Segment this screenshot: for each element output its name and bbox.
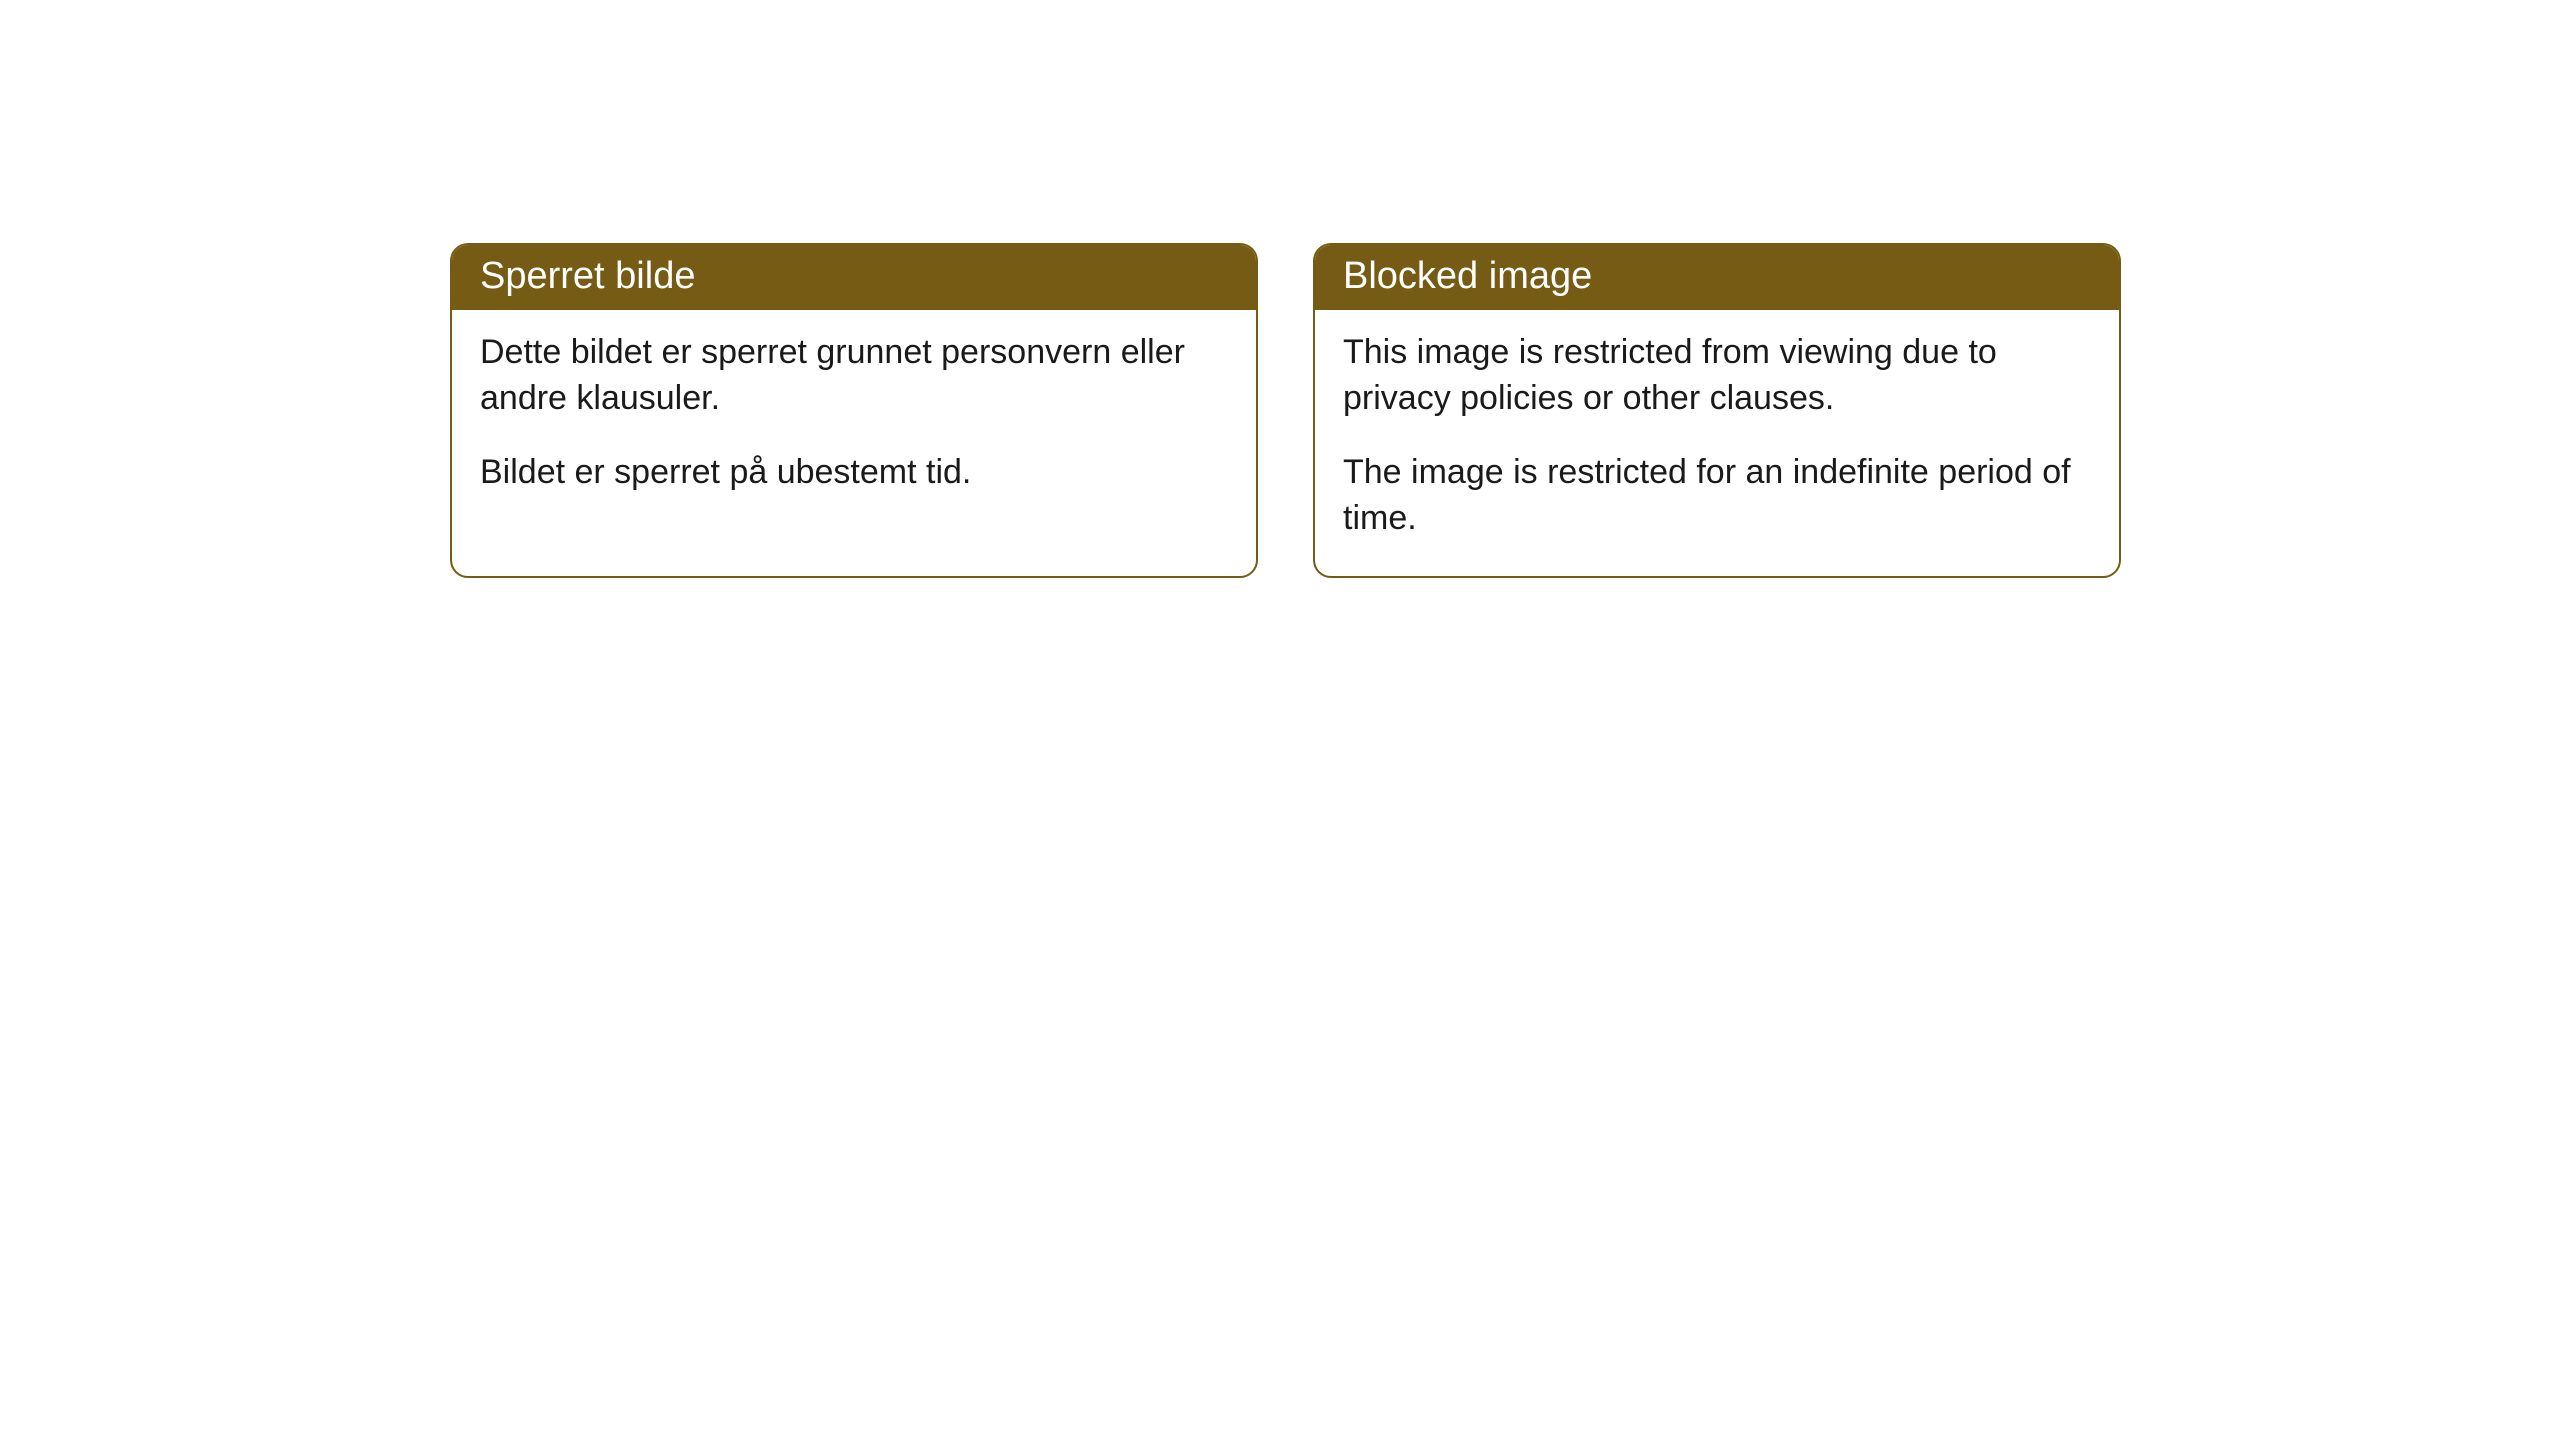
card-paragraph: This image is restricted from viewing du… (1343, 330, 2091, 422)
card-title: Sperret bilde (480, 255, 695, 297)
card-paragraph: Dette bildet er sperret grunnet personve… (480, 330, 1228, 422)
blocked-image-card-norwegian: Sperret bilde Dette bildet er sperret gr… (450, 243, 1258, 578)
card-paragraph: Bildet er sperret på ubestemt tid. (480, 450, 1228, 496)
blocked-image-card-english: Blocked image This image is restricted f… (1313, 243, 2121, 578)
card-header: Sperret bilde (452, 245, 1256, 310)
notice-cards-container: Sperret bilde Dette bildet er sperret gr… (450, 243, 2121, 578)
card-paragraph: The image is restricted for an indefinit… (1343, 450, 2091, 542)
card-header: Blocked image (1315, 245, 2119, 310)
card-body: This image is restricted from viewing du… (1315, 310, 2119, 576)
card-title: Blocked image (1343, 255, 1592, 297)
card-body: Dette bildet er sperret grunnet personve… (452, 310, 1256, 530)
